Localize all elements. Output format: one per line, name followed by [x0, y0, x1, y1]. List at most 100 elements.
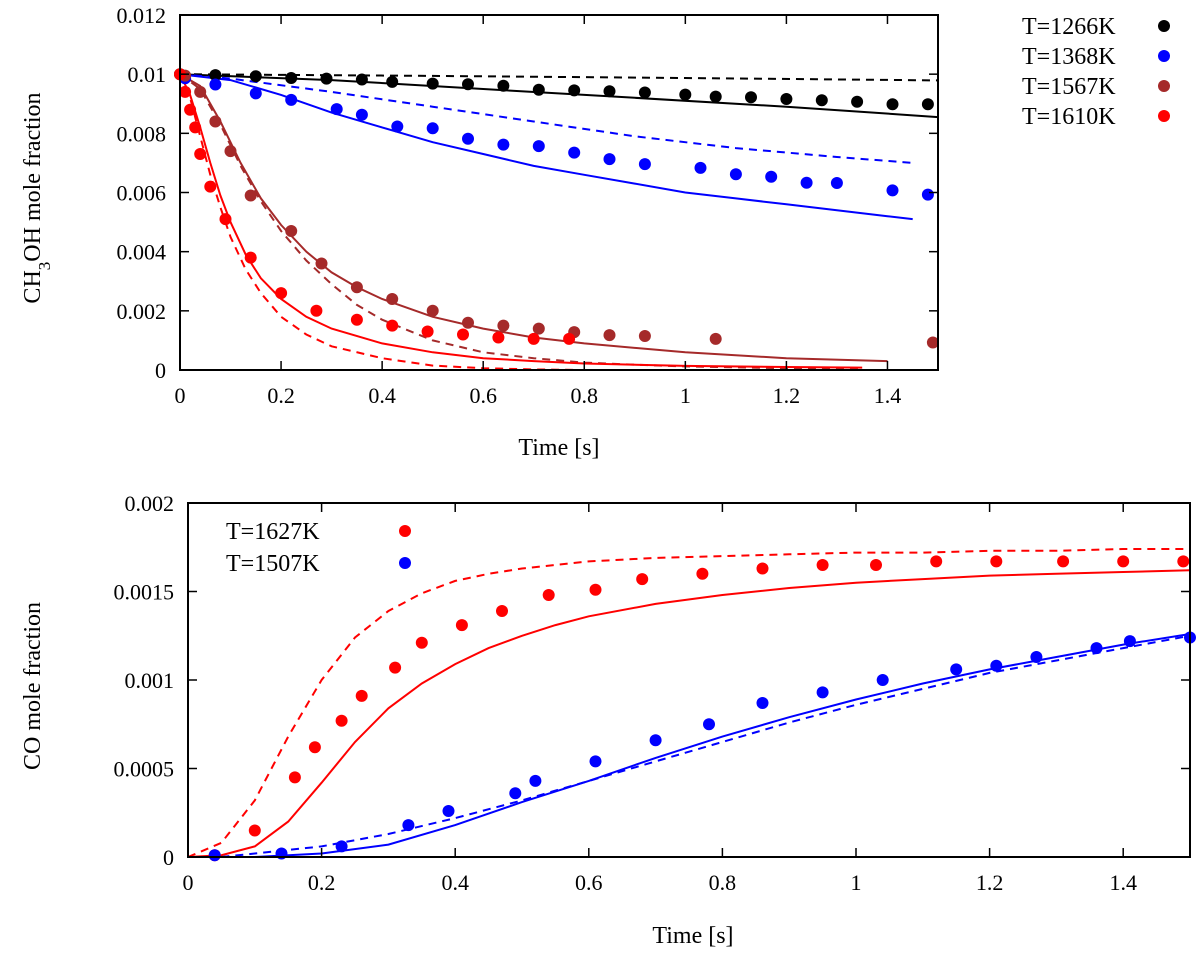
ch3oh-t-1266k-point [568, 84, 581, 97]
co-t-1627k-point [870, 559, 882, 571]
co-x-tick-label: 0.4 [441, 870, 469, 895]
ch3oh-t-1266k-point [532, 83, 545, 96]
co-t-1507k-dashed-line [221, 634, 1191, 858]
co-t-1507k-point [756, 697, 769, 709]
co-y-tick-label: 0.002 [125, 491, 175, 516]
ch3oh-t-1368k-point [800, 176, 813, 189]
ch3oh-t-1368k-point [426, 122, 439, 135]
co-t-1507k-point [649, 734, 662, 747]
ch3oh-t-1567k-point [603, 329, 616, 342]
ch3oh-t-1610k-point [194, 148, 207, 160]
co-t-1507k-point [589, 755, 602, 768]
ch3oh-t-1567k-point [426, 304, 439, 317]
ch3oh-t-1567k-dashed-line [179, 73, 863, 370]
ch3oh-y-tick-label: 0.006 [117, 181, 167, 206]
co-t-1507k-point [208, 849, 221, 862]
ch3oh-y-tick-label: 0.012 [117, 3, 167, 28]
ch3oh-y-tick-label: 0 [155, 358, 166, 383]
co-t-1627k-point [415, 636, 428, 649]
ch3oh-t-1266k-dashed-line [179, 73, 939, 82]
ch3oh-t-1368k-point [497, 138, 510, 151]
ch3oh-x-tick-label: 1 [680, 383, 691, 408]
ch3oh-x-tick-label: 1.4 [874, 383, 902, 408]
co-t-1627k-point [930, 555, 943, 568]
ch3oh-y-axis-label: CH3OH mole fraction [20, 92, 54, 303]
co-y-axis-label: CO mole fraction [20, 602, 46, 770]
ch3oh-t-1368k-point [765, 170, 778, 183]
ch3oh-y-tick-label: 0.008 [117, 121, 167, 146]
ch3oh-ylabel-post: OH mole fraction [20, 92, 46, 261]
ch3oh-t-1368k-point [638, 158, 651, 171]
ch3oh-x-tick-label: 0.6 [469, 383, 497, 408]
ch3oh-x-tick-label: 1.2 [773, 383, 801, 408]
ch3oh-t-1567k-point [194, 85, 207, 98]
ch3oh-t-1368k-point [330, 103, 343, 116]
co-t-1627k-point [496, 605, 508, 617]
ch3oh-t-1368k-point [532, 140, 545, 153]
ch3oh-t-1266k-point [386, 75, 399, 88]
ch3oh-t-1266k-point [320, 72, 333, 85]
ch3oh-t-1266k-point [603, 85, 616, 98]
ch3oh-t-1610k-point [492, 331, 505, 344]
co-t-1507k-point [442, 805, 455, 817]
ch3oh-y-tick-label: 0.004 [117, 240, 167, 265]
co-t-1507k-point [950, 663, 963, 676]
ch3oh-model-curves [179, 73, 939, 371]
ch3oh-t-1567k-point [285, 225, 298, 237]
ch3oh-t-1266k-point [709, 90, 722, 103]
co-t-1507k-point [1123, 635, 1136, 648]
ch3oh-t-1266k-point [355, 73, 368, 86]
ch3oh-x-tick-label: 0.4 [368, 383, 396, 408]
co-legend-label: T=1507K [226, 551, 320, 577]
co-model-curves [187, 548, 1191, 858]
ch3oh-t-1567k-point [315, 257, 328, 270]
co-x-tick-label: 0 [183, 870, 194, 895]
co-legend-marker [399, 525, 411, 537]
ch3oh-x-tick-label: 0 [175, 383, 186, 408]
ch3oh-t-1266k-point [209, 69, 222, 82]
ch3oh-t-1610k-dashed-line [179, 73, 585, 371]
co-legend-marker [399, 557, 411, 569]
ch3oh-t-1368k-solid-line [179, 73, 913, 221]
ch3oh-t-1368k-point [886, 184, 899, 197]
ch3oh-t-1266k-point [497, 79, 510, 92]
ch3oh-data-points [174, 68, 939, 349]
ch3oh-t-1610k-point [184, 103, 197, 116]
co-t-1627k-point [990, 555, 1003, 568]
co-t-1507k-point [509, 787, 522, 800]
ch3oh-t-1610k-point [457, 328, 469, 341]
co-t-1627k-point [389, 661, 402, 674]
ch3oh-t-1266k-point [815, 94, 828, 107]
co-x-axis-label: Time [s] [652, 923, 733, 949]
ch3oh-t-1368k-point [355, 108, 368, 121]
ch3oh-t-1266k-point [249, 70, 262, 83]
ch3oh-y-tick-label: 0.002 [117, 299, 167, 324]
co-x-tick-label: 1.2 [976, 870, 1004, 895]
ch3oh-legend-marker [1158, 50, 1170, 62]
co-t-1507k-point [990, 659, 1003, 672]
co-t-1627k-point [816, 559, 829, 571]
ch3oh-t-1266k-point [426, 77, 439, 90]
co-t-1627k-point [288, 771, 301, 784]
ch3oh-t-1266k-point [638, 86, 651, 99]
ch3oh-t-1368k-point [249, 87, 262, 100]
ch3oh-t-1266k-point [462, 78, 474, 91]
ch3oh-t-1567k-point [532, 322, 545, 335]
ch3oh-t-1567k-point [497, 319, 510, 332]
ch3oh-legend-marker [1158, 110, 1170, 122]
co-t-1627k-point [455, 619, 468, 632]
co-x-tick-label: 0.8 [709, 870, 737, 895]
co-t-1627k-point [308, 741, 321, 754]
ch3oh-legend-label: T=1266K [1022, 14, 1116, 40]
ch3oh-x-tick-label: 0.2 [267, 383, 295, 408]
ch3oh-t-1368k-point [462, 132, 474, 145]
co-t-1627k-dashed-line [187, 548, 1190, 858]
co-t-1507k-point [335, 840, 348, 853]
ch3oh-t-1567k-point [638, 330, 651, 342]
co-t-1627k-point [636, 573, 649, 586]
ch3oh-t-1368k-point [603, 153, 616, 166]
ch3oh-t-1567k-point [462, 316, 474, 329]
ch3oh-t-1567k-point [350, 281, 363, 294]
ch3oh-t-1266k-point [886, 98, 899, 111]
